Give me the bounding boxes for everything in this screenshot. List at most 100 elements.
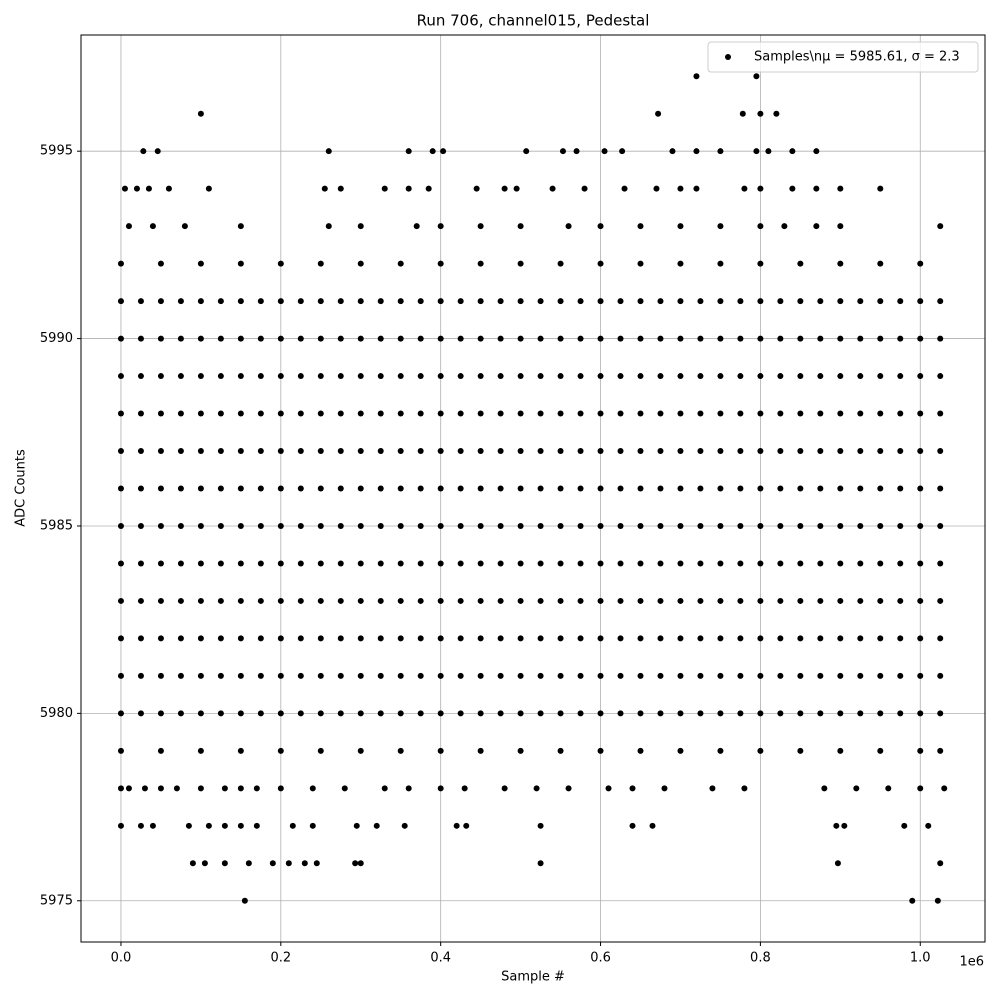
point xyxy=(117,335,124,342)
point xyxy=(197,672,204,679)
point xyxy=(357,635,364,642)
point xyxy=(717,335,724,342)
point xyxy=(577,710,584,717)
point xyxy=(617,710,624,717)
point xyxy=(425,185,432,192)
point xyxy=(177,710,184,717)
point xyxy=(797,485,804,492)
point xyxy=(317,560,324,567)
point xyxy=(309,785,316,792)
point xyxy=(757,260,764,267)
point xyxy=(637,485,644,492)
point xyxy=(937,410,944,417)
point xyxy=(197,560,204,567)
point xyxy=(597,448,604,455)
point xyxy=(717,522,724,529)
point xyxy=(301,860,308,867)
point xyxy=(417,560,424,567)
point xyxy=(917,710,924,717)
point xyxy=(197,710,204,717)
point xyxy=(177,560,184,567)
point xyxy=(617,597,624,604)
point xyxy=(497,560,504,567)
point xyxy=(497,373,504,380)
point xyxy=(397,672,404,679)
point xyxy=(877,298,884,305)
point xyxy=(897,373,904,380)
point xyxy=(337,672,344,679)
point xyxy=(517,373,524,380)
point xyxy=(797,747,804,754)
point xyxy=(605,785,612,792)
point xyxy=(637,223,644,230)
point xyxy=(757,223,764,230)
x-offset-label: 1e6 xyxy=(959,955,984,970)
point xyxy=(797,335,804,342)
point xyxy=(277,635,284,642)
point xyxy=(173,785,180,792)
point xyxy=(777,448,784,455)
point xyxy=(197,260,204,267)
y-tick-label: 5985 xyxy=(40,518,73,533)
point xyxy=(917,298,924,305)
point xyxy=(437,635,444,642)
point xyxy=(834,860,841,867)
point xyxy=(737,635,744,642)
point xyxy=(405,148,412,155)
point xyxy=(737,298,744,305)
point xyxy=(677,373,684,380)
point xyxy=(117,410,124,417)
point xyxy=(777,710,784,717)
point xyxy=(157,335,164,342)
point xyxy=(917,635,924,642)
point xyxy=(117,710,124,717)
point xyxy=(440,148,447,155)
point xyxy=(397,260,404,267)
point xyxy=(397,522,404,529)
point xyxy=(477,635,484,642)
point xyxy=(197,373,204,380)
y-axis-label: ADC Counts xyxy=(14,449,29,527)
point xyxy=(217,597,224,604)
point xyxy=(789,148,796,155)
point xyxy=(837,410,844,417)
legend-label: Samples\nμ = 5985.61, σ = 2.3 xyxy=(754,50,960,65)
point xyxy=(717,560,724,567)
point xyxy=(417,410,424,417)
point xyxy=(237,522,244,529)
point xyxy=(357,485,364,492)
point xyxy=(317,635,324,642)
point xyxy=(597,335,604,342)
point xyxy=(757,448,764,455)
point xyxy=(437,298,444,305)
point xyxy=(693,185,700,192)
point xyxy=(877,485,884,492)
point xyxy=(217,485,224,492)
point xyxy=(117,373,124,380)
point xyxy=(177,335,184,342)
point xyxy=(477,260,484,267)
point xyxy=(197,747,204,754)
point xyxy=(117,298,124,305)
point xyxy=(757,335,764,342)
point xyxy=(137,597,144,604)
point xyxy=(277,298,284,305)
point xyxy=(217,448,224,455)
point xyxy=(557,672,564,679)
point xyxy=(937,597,944,604)
legend-marker xyxy=(725,54,731,60)
point xyxy=(597,373,604,380)
point xyxy=(201,860,208,867)
point xyxy=(757,298,764,305)
point xyxy=(617,373,624,380)
point xyxy=(477,522,484,529)
point xyxy=(337,635,344,642)
point xyxy=(777,597,784,604)
point xyxy=(437,448,444,455)
point xyxy=(457,672,464,679)
point xyxy=(537,522,544,529)
point xyxy=(477,485,484,492)
point xyxy=(797,597,804,604)
point xyxy=(757,560,764,567)
point xyxy=(337,410,344,417)
